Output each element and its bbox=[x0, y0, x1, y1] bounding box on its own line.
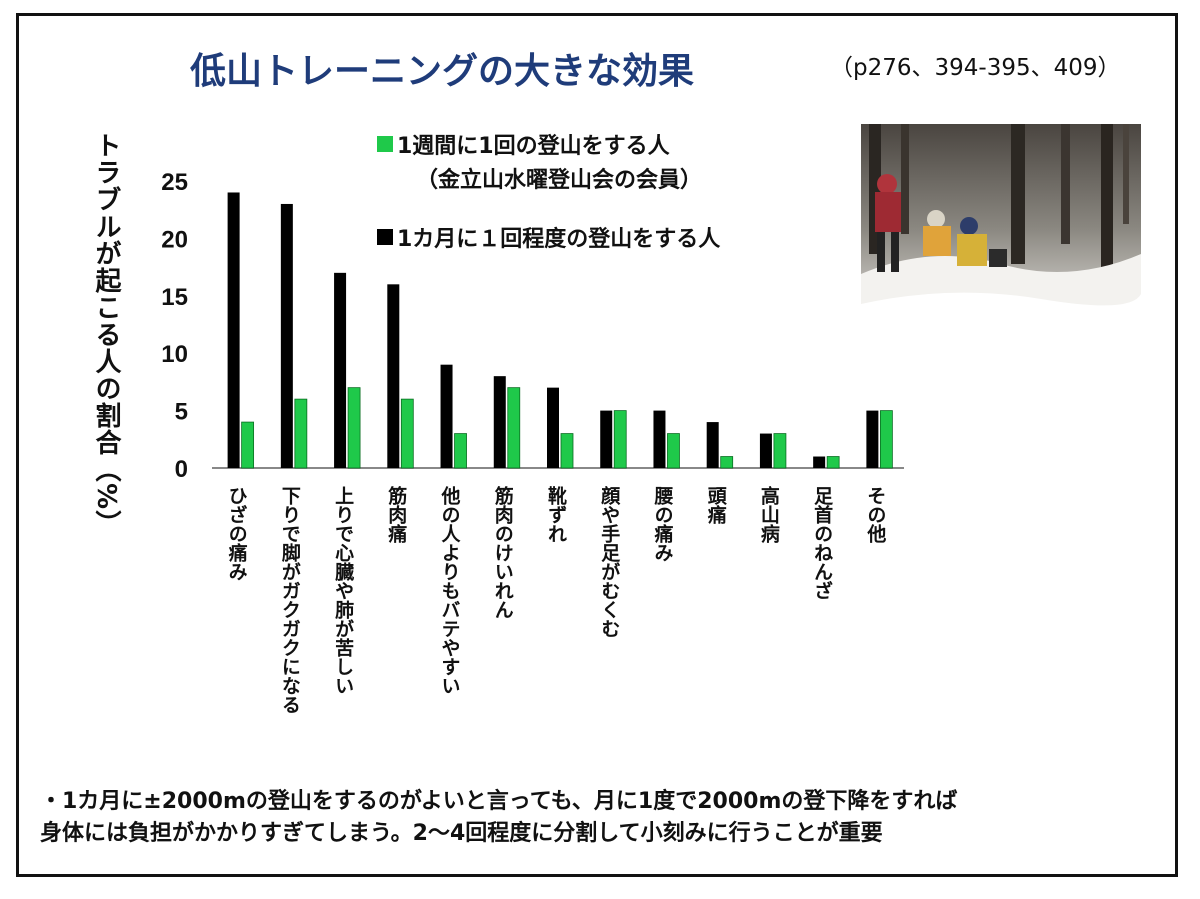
bar-weekly bbox=[773, 433, 787, 469]
bar-monthly bbox=[653, 410, 666, 468]
bar-weekly bbox=[826, 456, 840, 469]
x-category-label: ひざの痛み bbox=[226, 486, 248, 581]
bar-weekly bbox=[507, 387, 521, 469]
y-tick-label: 0 bbox=[175, 456, 188, 483]
y-tick-label: 20 bbox=[161, 226, 188, 253]
x-category-label: 筋肉痛 bbox=[385, 485, 407, 544]
bar-weekly bbox=[241, 421, 255, 469]
y-tick-label: 10 bbox=[161, 341, 188, 368]
y-axis-label: トラブルが起こる人の割合（%） bbox=[91, 132, 121, 538]
page-reference: （p276、394-395、409） bbox=[830, 55, 1121, 81]
bar-weekly bbox=[667, 433, 680, 469]
bar-weekly bbox=[454, 433, 467, 469]
bar-weekly bbox=[879, 410, 893, 469]
x-category-label: 頭痛 bbox=[705, 486, 727, 525]
slide-title: 低山トレーニングの大きな効果 bbox=[190, 51, 695, 92]
photo-image bbox=[861, 124, 1141, 332]
bar-monthly bbox=[813, 456, 826, 468]
x-category-label: 筋肉のけいれん bbox=[492, 485, 514, 619]
bar-monthly bbox=[493, 376, 506, 468]
x-category-label: 顔や手足がむくむ bbox=[598, 485, 621, 638]
bar-monthly bbox=[706, 422, 719, 468]
bar-monthly bbox=[440, 364, 453, 468]
x-category-label: 腰の痛み bbox=[651, 486, 674, 562]
legend-green-label: 1週間に1回の登山をする人 bbox=[397, 134, 670, 159]
y-tick-label: 25 bbox=[161, 169, 188, 196]
footnote-line-2: 身体には負担がかかりすぎてしまう。2～4回程度に分割して小刻みに行うことが重要 bbox=[40, 821, 883, 846]
bar-monthly bbox=[387, 284, 400, 468]
x-category-label: 下りで脚がガクガクになる bbox=[279, 486, 301, 714]
bar-weekly bbox=[347, 387, 361, 469]
bar-monthly bbox=[759, 433, 772, 468]
x-category-label: 足首のねんざ bbox=[811, 486, 833, 600]
bar-weekly bbox=[613, 410, 627, 469]
x-category-label: 靴ずれ bbox=[545, 485, 567, 543]
legend-black-label: 1カ月に１回程度の登山をする人 bbox=[397, 227, 721, 252]
legend-green-swatch bbox=[377, 136, 393, 152]
bar-monthly bbox=[227, 192, 240, 469]
footnote: ・1カ月に±2000mの登山をするのがよいと言っても、月に1度で2000mの登下… bbox=[40, 786, 957, 850]
legend-black-swatch bbox=[377, 229, 393, 245]
bar-weekly bbox=[400, 398, 414, 469]
y-tick-label: 5 bbox=[175, 399, 188, 426]
bar-weekly bbox=[560, 433, 574, 469]
bar-weekly bbox=[294, 398, 308, 469]
footnote-line-1: ・1カ月に±2000mの登山をするのがよいと言っても、月に1度で2000mの登下… bbox=[40, 789, 958, 814]
bar-monthly bbox=[600, 410, 613, 468]
bar-monthly bbox=[866, 410, 879, 468]
bar-monthly bbox=[334, 272, 347, 468]
legend-green-sublabel: （金立山水曜登山会の会員） bbox=[416, 168, 703, 193]
x-category-label: 高山病 bbox=[758, 485, 780, 543]
bar-weekly bbox=[720, 456, 734, 469]
snow-hiking-photo bbox=[861, 124, 1141, 332]
y-tick-label: 15 bbox=[161, 284, 188, 311]
x-category-label: 上りで心臓や肺が苦しい bbox=[332, 486, 354, 695]
bar-monthly bbox=[280, 203, 293, 468]
x-category-label: その他 bbox=[864, 486, 887, 543]
bar-monthly bbox=[547, 387, 559, 468]
x-category-label: 他の人よりもバテやすい bbox=[439, 485, 462, 695]
